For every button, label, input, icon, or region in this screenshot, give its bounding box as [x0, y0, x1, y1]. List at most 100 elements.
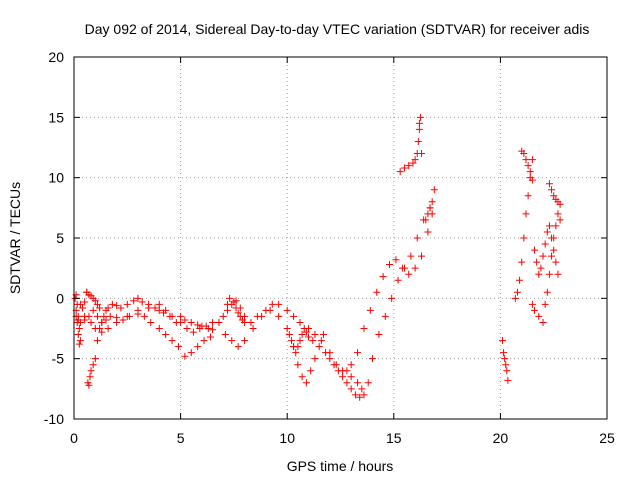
x-tick-label: 20	[493, 430, 509, 446]
data-point	[209, 318, 217, 326]
data-point	[75, 325, 83, 332]
data-point	[74, 331, 82, 339]
data-point	[528, 176, 536, 184]
data-point	[499, 337, 507, 345]
data-point	[311, 331, 319, 339]
data-point	[520, 150, 528, 158]
data-point	[290, 312, 298, 320]
data-point	[113, 302, 121, 310]
data-point	[206, 333, 214, 341]
data-point	[426, 204, 434, 212]
data-point	[283, 306, 291, 314]
data-point	[119, 316, 127, 324]
data-point	[106, 312, 114, 320]
data-point	[343, 367, 351, 375]
data-point	[415, 119, 423, 127]
data-point	[503, 367, 511, 375]
data-point	[302, 379, 310, 387]
data-point	[556, 216, 564, 224]
data-point	[416, 113, 424, 121]
data-point	[113, 318, 121, 326]
data-point	[535, 312, 543, 320]
data-point	[311, 355, 319, 363]
data-point	[543, 288, 551, 296]
data-point	[330, 361, 338, 369]
data-point	[296, 337, 304, 345]
data-point	[415, 125, 423, 133]
data-point	[187, 349, 195, 357]
data-point	[373, 288, 381, 296]
data-point	[81, 312, 89, 320]
data-point	[360, 391, 368, 399]
data-point	[75, 340, 83, 348]
x-tick-label: 10	[279, 430, 295, 446]
data-point	[130, 297, 138, 305]
data-point	[123, 312, 131, 320]
data-point	[189, 328, 197, 336]
data-point	[539, 252, 547, 260]
data-point	[502, 361, 510, 369]
data-point	[315, 343, 323, 351]
data-point	[108, 300, 116, 308]
data-point	[392, 256, 400, 264]
data-point	[181, 316, 189, 324]
y-tick-labels: -10 -5 0 5 10 15 20	[44, 49, 64, 427]
data-point	[76, 318, 84, 326]
y-tick-label: 20	[48, 49, 64, 65]
data-point	[500, 349, 508, 357]
data-point	[93, 312, 101, 320]
data-point	[520, 234, 528, 242]
data-point	[347, 385, 355, 393]
data-point	[545, 180, 553, 188]
data-point	[219, 312, 227, 320]
data-point	[360, 325, 368, 332]
data-point	[528, 156, 536, 164]
y-tick-label: 5	[56, 230, 64, 246]
data-point	[200, 337, 208, 345]
y-tick-label: 15	[48, 109, 64, 125]
data-point	[81, 298, 89, 306]
data-point	[516, 276, 524, 284]
data-point	[400, 164, 408, 172]
data-point	[221, 331, 229, 339]
data-point	[552, 258, 560, 266]
data-point	[268, 300, 276, 308]
data-point	[247, 318, 255, 326]
data-point	[358, 385, 366, 393]
data-point	[422, 216, 430, 224]
chart-title: Day 092 of 2014, Sidereal Day-to-day VTE…	[85, 21, 590, 37]
data-point	[556, 200, 564, 208]
data-point	[368, 355, 376, 363]
data-point	[511, 294, 519, 302]
data-point	[76, 337, 84, 345]
data-point	[74, 312, 82, 320]
data-point	[424, 210, 432, 218]
data-point	[309, 337, 317, 345]
data-point	[98, 328, 106, 336]
data-point	[183, 325, 191, 332]
data-point	[302, 328, 310, 336]
data-point	[209, 326, 217, 334]
data-point	[177, 312, 185, 320]
axis-ticks	[73, 56, 608, 420]
data-point	[285, 331, 293, 339]
data-point	[294, 361, 302, 369]
data-point	[275, 312, 283, 320]
data-point	[73, 300, 81, 308]
data-point	[305, 333, 313, 341]
data-point	[548, 252, 556, 260]
data-point	[298, 331, 306, 339]
data-point	[326, 355, 334, 363]
data-point	[524, 162, 532, 170]
data-point	[89, 361, 97, 369]
x-tick-labels: 0 5 10 15 20 25	[70, 430, 615, 446]
data-point	[224, 300, 232, 308]
data-point	[334, 367, 342, 375]
data-point	[177, 318, 185, 326]
data-point	[411, 156, 419, 164]
data-point	[275, 300, 283, 308]
data-point	[155, 325, 163, 332]
data-point	[117, 304, 125, 312]
data-point	[522, 210, 530, 218]
